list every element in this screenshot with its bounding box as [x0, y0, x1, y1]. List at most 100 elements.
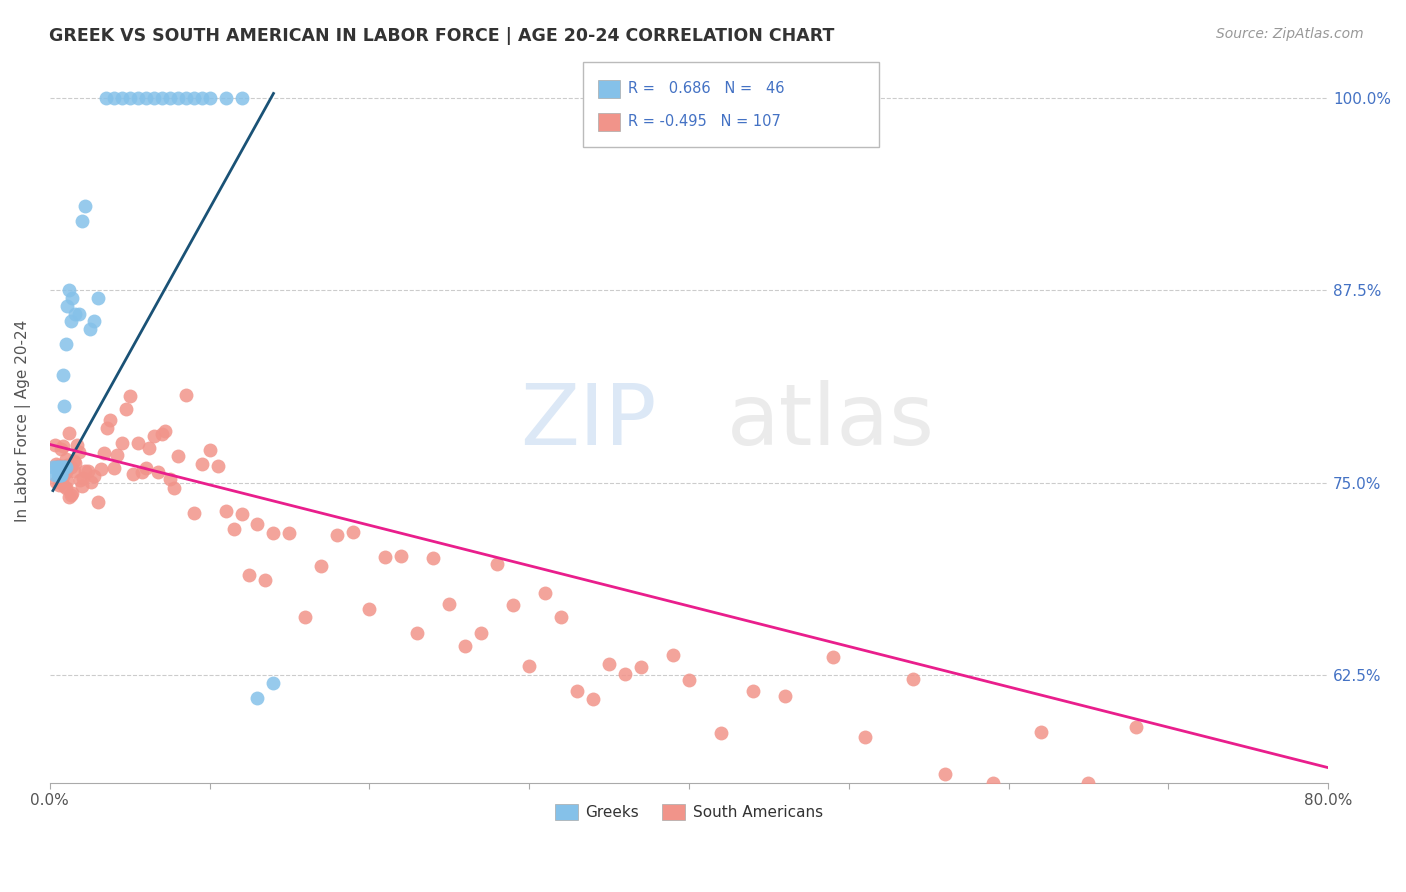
Point [207, 459, 229, 474]
Point [48, 478, 70, 492]
Point [142, 91, 165, 105]
Point [55, 337, 77, 351]
Point [86, 291, 108, 305]
Point [278, 525, 301, 540]
Point [80, 475, 103, 489]
Point [773, 689, 796, 703]
Point [238, 568, 260, 582]
Point [582, 691, 605, 706]
Point [901, 672, 924, 686]
Point [44, 468, 66, 483]
Text: R =   0.686   N =   46: R = 0.686 N = 46 [628, 81, 785, 95]
Point [359, 602, 381, 616]
Point [55, 460, 77, 475]
Point [174, 91, 197, 105]
Point [138, 441, 160, 455]
Point [550, 610, 572, 624]
Point [49, 442, 72, 456]
Point [1125, 720, 1147, 734]
Point [58, 284, 80, 298]
Point [630, 659, 652, 673]
Point [77, 463, 100, 477]
Point [48, 468, 70, 483]
Legend: Greeks, South Americans: Greeks, South Americans [548, 797, 830, 826]
Point [83, 314, 105, 328]
Point [59, 459, 82, 474]
Point [45, 457, 67, 471]
Point [121, 467, 143, 481]
Point [166, 449, 188, 463]
Point [65, 307, 87, 321]
Point [127, 435, 149, 450]
Point [374, 550, 396, 565]
Point [311, 559, 333, 574]
Point [48, 460, 70, 475]
Point [93, 446, 115, 460]
Point [470, 626, 492, 640]
Point [49, 468, 72, 483]
Point [163, 482, 186, 496]
Point [70, 214, 93, 228]
Point [222, 523, 245, 537]
Point [565, 683, 588, 698]
Point [96, 421, 118, 435]
Point [111, 91, 134, 105]
Point [51, 439, 73, 453]
Point [159, 91, 181, 105]
Point [49, 460, 72, 475]
Point [502, 599, 524, 613]
Point [710, 726, 733, 740]
Point [662, 648, 685, 662]
Point [83, 469, 105, 483]
Point [48, 468, 70, 483]
Point [48, 471, 70, 485]
Point [214, 504, 236, 518]
Point [981, 776, 1004, 790]
Point [254, 574, 277, 588]
Point [1077, 776, 1099, 790]
Point [59, 487, 82, 501]
Point [49, 468, 72, 483]
Point [678, 673, 700, 687]
Point [150, 426, 173, 441]
Point [486, 557, 509, 571]
Point [111, 436, 134, 450]
Point [56, 299, 79, 313]
Point [66, 438, 89, 452]
Point [48, 469, 70, 483]
Point [56, 458, 79, 473]
Point [60, 485, 83, 500]
Point [62, 464, 84, 478]
Point [190, 457, 212, 471]
Point [439, 597, 461, 611]
Point [821, 649, 844, 664]
Point [46, 468, 69, 483]
Point [263, 526, 285, 541]
Point [174, 387, 197, 401]
Point [135, 91, 157, 105]
Point [49, 468, 72, 483]
Point [342, 524, 364, 539]
Point [127, 91, 149, 105]
Point [166, 91, 188, 105]
Point [159, 472, 181, 486]
Point [614, 667, 637, 681]
Point [56, 475, 79, 489]
Point [72, 471, 94, 485]
Point [67, 445, 90, 459]
Point [51, 460, 73, 475]
Point [534, 586, 557, 600]
Y-axis label: In Labor Force | Age 20-24: In Labor Force | Age 20-24 [15, 320, 31, 523]
Point [406, 626, 429, 640]
Point [58, 426, 80, 441]
Point [422, 550, 444, 565]
Point [53, 478, 76, 492]
Point [454, 640, 477, 654]
Point [934, 767, 956, 781]
Point [853, 730, 876, 744]
Point [263, 676, 285, 690]
Point [45, 460, 67, 475]
Point [198, 442, 221, 457]
Point [49, 458, 72, 473]
Point [51, 468, 73, 483]
